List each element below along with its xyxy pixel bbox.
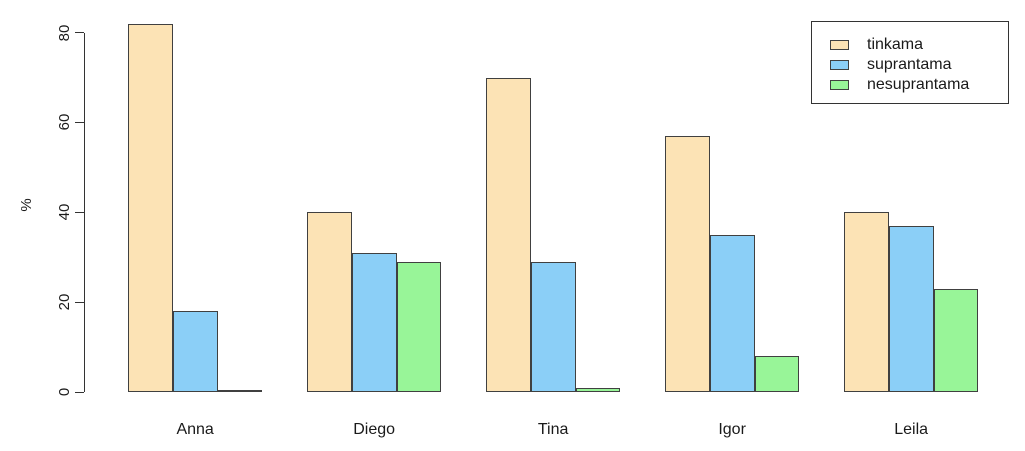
x-axis-label-igor: Igor <box>718 421 746 438</box>
legend-swatch-suprantama <box>830 60 849 70</box>
legend-item-suprantama: suprantama <box>830 57 1008 73</box>
legend-item-tinkama: tinkama <box>830 37 1008 53</box>
bar-tina-suprantama <box>530 261 576 392</box>
bar-leila-suprantama <box>888 225 934 392</box>
bar-leila-nesuprantama <box>933 288 979 392</box>
bar-diego-tinkama <box>307 212 352 392</box>
legend-swatch-nesuprantama <box>830 80 849 90</box>
y-tick-mark-80 <box>75 32 84 34</box>
x-axis-label-anna: Anna <box>176 421 214 438</box>
bar-tina-tinkama <box>486 77 531 392</box>
y-tick-mark-20 <box>75 301 84 303</box>
y-tick-mark-0 <box>75 391 84 393</box>
y-tick-label-0: 0 <box>55 387 73 397</box>
x-axis-label-leila: Leila <box>894 421 929 438</box>
y-axis-title: % <box>17 198 35 212</box>
legend-label-suprantama: suprantama <box>867 56 952 73</box>
bar-tina-nesuprantama <box>575 387 621 392</box>
bar-diego-suprantama <box>351 252 397 392</box>
bar-diego-nesuprantama <box>396 261 442 392</box>
y-tick-label-40: 40 <box>55 203 73 221</box>
legend-label-tinkama: tinkama <box>867 36 924 53</box>
y-tick-label-60: 60 <box>55 114 73 131</box>
y-tick-mark-40 <box>75 211 84 213</box>
y-tick-label-80: 80 <box>55 24 73 41</box>
bar-igor-tinkama <box>665 135 710 392</box>
bar-anna-suprantama <box>172 311 218 392</box>
legend: tinkama suprantama nesuprantama <box>811 21 1009 104</box>
bar-igor-suprantama <box>709 234 755 392</box>
bar-leila-tinkama <box>844 212 889 392</box>
x-axis-label-tina: Tina <box>537 421 569 438</box>
y-axis-line <box>84 32 85 392</box>
legend-item-nesuprantama: nesuprantama <box>830 77 1008 93</box>
legend-swatch-tinkama <box>830 40 849 50</box>
bar-igor-nesuprantama <box>754 356 800 392</box>
bar-anna-nesuprantama <box>217 390 263 392</box>
y-tick-mark-60 <box>75 121 84 123</box>
bar-anna-tinkama <box>128 23 173 392</box>
y-tick-label-20: 20 <box>55 293 73 311</box>
legend-label-nesuprantama: nesuprantama <box>867 76 970 93</box>
x-axis-label-diego: Diego <box>353 421 396 438</box>
